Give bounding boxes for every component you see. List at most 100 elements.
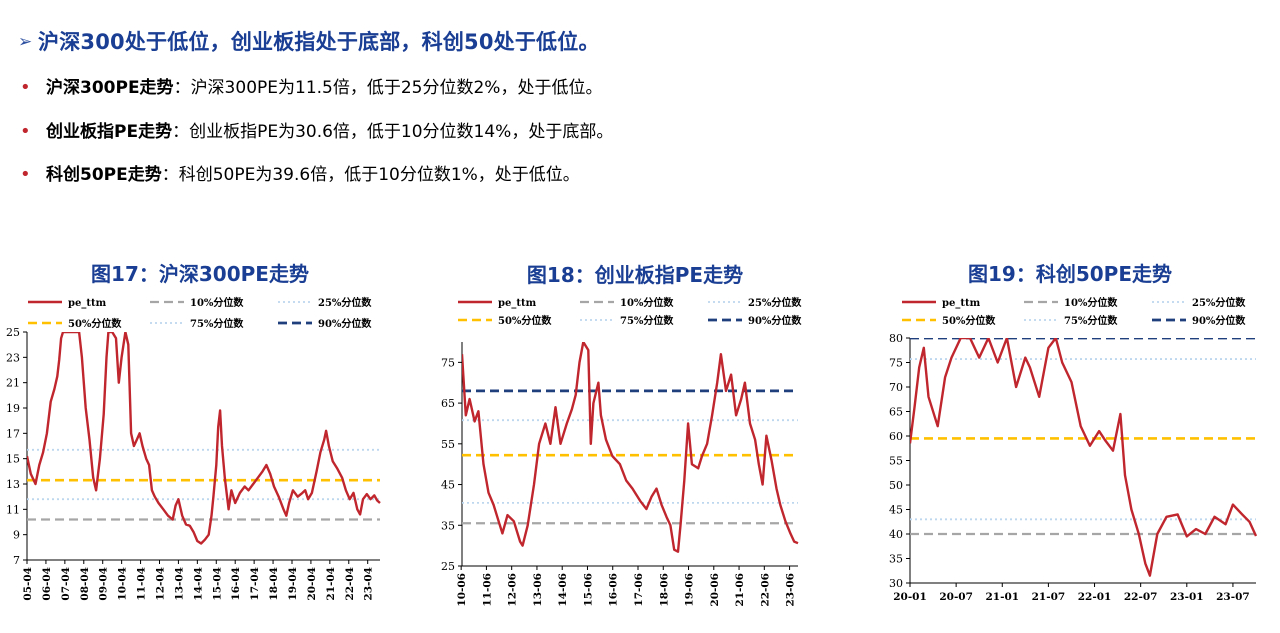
bullet-key: 科创50PE走势	[46, 165, 162, 185]
x-tick-label: 23-01	[1170, 591, 1204, 603]
bullet-item: • 沪深300PE走势：沪深300PE为11.5倍，低于25分位数2%，处于低位。	[20, 73, 602, 98]
x-tick-label: 18-06	[658, 573, 670, 607]
legend-label: 75%分位数	[1064, 314, 1118, 327]
series-line-pe_ttm	[27, 332, 381, 545]
legend-label: 50%分位数	[68, 317, 122, 330]
x-tick-label: 13-06	[532, 573, 544, 607]
y-tick-label: 25	[441, 560, 455, 573]
y-tick-label: 30	[889, 577, 903, 590]
bullet-dot-icon: •	[20, 121, 31, 142]
x-tick-label: 21-01	[985, 591, 1019, 603]
legend-label: 50%分位数	[942, 314, 996, 327]
x-tick-label: 22-04	[344, 567, 356, 601]
y-tick-label: 23	[6, 351, 20, 364]
headline: ➢ 沪深300处于低位，创业板指处于底部，科创50处于低位。	[18, 26, 600, 56]
y-tick-label: 15	[6, 453, 20, 466]
y-tick-label: 21	[6, 377, 20, 390]
x-tick-label: 12-06	[507, 573, 519, 607]
x-tick-label: 11-04	[136, 567, 148, 601]
x-tick-label: 23-04	[363, 567, 375, 601]
pe-chart-hs300: pe_ttm 10%分位数 25%分位数 50%分位数 75%分位数 90%分位数 7 9 11…	[6, 296, 381, 601]
bullet-text: 沪深300PE为11.5倍，低于25分位数2%，处于低位。	[190, 78, 603, 98]
x-tick-label: 14-04	[192, 567, 204, 601]
bullet-text: 科创50PE为39.6倍，低于10分位数1%，处于低位。	[178, 165, 580, 185]
x-tick-label: 15-06	[582, 573, 594, 607]
y-tick-label: 75	[441, 356, 455, 369]
legend-label: pe_ttm	[68, 298, 107, 309]
legend-label: 10%分位数	[190, 296, 244, 309]
bullet-key: 沪深300PE走势	[46, 78, 174, 98]
bullet-sep: ：	[161, 165, 179, 185]
chart-title: 图18：创业板指PE走势	[526, 263, 744, 287]
x-tick-label: 22-07	[1124, 591, 1158, 603]
y-tick-label: 65	[889, 406, 903, 419]
legend-label: 90%分位数	[318, 317, 372, 330]
chart-title: 图19：科创50PE走势	[968, 262, 1172, 286]
x-tick-label: 08-04	[79, 567, 91, 601]
y-tick-label: 80	[889, 332, 903, 345]
x-tick-label: 17-04	[249, 567, 261, 601]
bullet-dot-icon: •	[20, 77, 31, 98]
x-tick-label: 15-04	[211, 567, 223, 601]
y-tick-label: 13	[6, 478, 20, 491]
legend-label: pe_ttm	[942, 298, 981, 309]
y-tick-label: 55	[889, 455, 903, 468]
bullet-text: 创业板指PE为30.6倍，低于10分位数14%，处于底部。	[189, 122, 614, 142]
series-line-pe_ttm	[910, 338, 1258, 577]
y-tick-label: 45	[889, 504, 903, 517]
y-tick-label: 25	[6, 326, 20, 339]
series-line-pe_ttm	[462, 342, 799, 553]
x-tick-label: 20-06	[709, 573, 721, 607]
y-tick-label: 7	[13, 554, 20, 567]
y-tick-label: 35	[441, 519, 455, 532]
y-tick-label: 35	[889, 553, 903, 566]
legend-label: 75%分位数	[190, 317, 244, 330]
pe-chart-star50: pe_ttm 10%分位数 25%分位数 50%分位数 75%分位数 90%分位数 30 35…	[889, 296, 1258, 603]
legend-label: 90%分位数	[748, 314, 802, 327]
legend-label: 10%分位数	[620, 296, 674, 309]
bullet-sep: ：	[172, 122, 190, 142]
headline-text: 沪深300处于低位，创业板指处于底部，科创50处于低位。	[38, 30, 600, 54]
legend-label: 90%分位数	[1192, 314, 1246, 327]
legend-label: 50%分位数	[498, 314, 552, 327]
x-tick-label: 20-07	[939, 591, 973, 603]
y-tick-label: 19	[6, 402, 20, 415]
chart-title: 图17：沪深300PE走势	[91, 262, 309, 286]
bullet-dot-icon: •	[20, 164, 31, 185]
x-tick-label: 10-06	[456, 573, 468, 607]
legend-label: pe_ttm	[498, 298, 537, 309]
y-tick-label: 70	[889, 381, 903, 394]
x-tick-label: 23-06	[785, 573, 797, 607]
y-tick-label: 9	[13, 529, 20, 542]
y-tick-label: 75	[889, 357, 903, 370]
y-tick-label: 45	[441, 479, 455, 492]
x-tick-label: 17-06	[633, 573, 645, 607]
y-tick-label: 40	[889, 528, 903, 541]
x-tick-label: 07-04	[60, 567, 72, 601]
x-tick-label: 06-04	[41, 567, 53, 601]
x-tick-label: 16-04	[230, 567, 242, 601]
x-tick-label: 05-04	[22, 567, 34, 601]
x-tick-label: 19-04	[287, 567, 299, 601]
x-tick-label: 23-07	[1216, 591, 1250, 603]
headline-arrow-icon: ➢	[18, 32, 33, 52]
y-tick-label: 60	[889, 430, 903, 443]
legend-label: 25%分位数	[748, 296, 802, 309]
x-tick-label: 11-06	[481, 573, 493, 607]
bullet-key: 创业板指PE走势	[46, 122, 173, 142]
x-tick-label: 20-04	[306, 567, 318, 601]
bullet-sep: ：	[173, 78, 191, 98]
x-tick-label: 12-04	[154, 567, 166, 601]
y-tick-label: 11	[6, 503, 20, 516]
x-tick-label: 21-04	[325, 567, 337, 601]
x-tick-label: 21-07	[1032, 591, 1066, 603]
x-tick-label: 14-06	[557, 573, 569, 607]
x-tick-label: 10-04	[117, 567, 129, 601]
bullet-item: • 科创50PE走势：科创50PE为39.6倍，低于10分位数1%，处于低位。	[20, 160, 580, 185]
y-tick-label: 65	[441, 397, 455, 410]
x-tick-label: 18-04	[268, 567, 280, 601]
x-tick-label: 22-01	[1078, 591, 1112, 603]
x-tick-label: 19-06	[684, 573, 696, 607]
bullet-item: • 创业板指PE走势：创业板指PE为30.6倍，低于10分位数14%，处于底部。	[20, 117, 613, 142]
y-tick-label: 55	[441, 438, 455, 451]
